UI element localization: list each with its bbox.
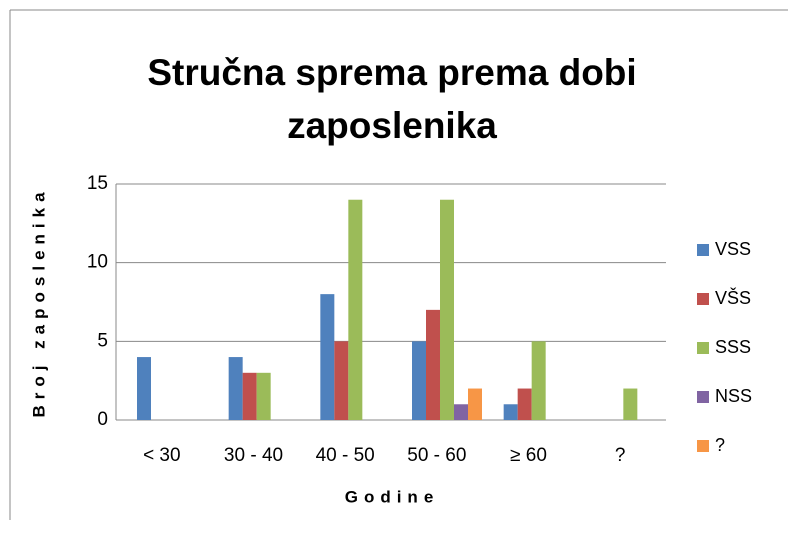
bar — [242, 372, 257, 420]
x-tick-label: ? — [615, 445, 626, 466]
bar — [503, 404, 518, 420]
x-tick-label: 30 - 40 — [224, 445, 283, 466]
legend-swatch — [697, 244, 709, 256]
x-tick-label: < 30 — [143, 445, 181, 466]
y-tick-label: 10 — [87, 252, 108, 273]
y-axis-title: Broj zaposlenika — [29, 186, 48, 417]
bar — [412, 341, 426, 420]
y-tick-label: 5 — [97, 330, 108, 351]
bar — [320, 294, 335, 420]
bar — [517, 388, 532, 420]
legend-label: NSS — [715, 386, 752, 406]
bar — [256, 372, 271, 420]
bar — [228, 357, 243, 420]
legend-label: SSS — [715, 337, 751, 357]
bar — [623, 388, 638, 420]
legend-label: VSS — [715, 239, 751, 259]
chart-title: Stručna sprema prema dobi — [147, 52, 636, 93]
x-tick-label: 40 - 50 — [316, 445, 375, 466]
bar — [334, 341, 349, 420]
y-tick-label: 0 — [97, 409, 108, 430]
x-axis-title: Godine — [345, 487, 440, 506]
bar — [531, 341, 546, 420]
legend-swatch — [697, 440, 709, 452]
x-tick-label: 50 - 60 — [407, 445, 466, 466]
legend-label: VŠS — [715, 287, 751, 308]
legend-swatch — [697, 293, 709, 305]
bar — [426, 309, 440, 420]
bar — [440, 199, 454, 420]
x-tick-label: ≥ 60 — [510, 445, 547, 466]
legend-swatch — [697, 342, 709, 354]
legend-swatch — [697, 391, 709, 403]
bar — [454, 404, 468, 420]
bar — [468, 388, 482, 420]
bar — [137, 357, 151, 420]
legend-label: ? — [715, 435, 725, 455]
y-tick-label: 15 — [87, 173, 108, 194]
bar — [348, 199, 363, 420]
chart-title: zaposlenika — [287, 105, 497, 146]
